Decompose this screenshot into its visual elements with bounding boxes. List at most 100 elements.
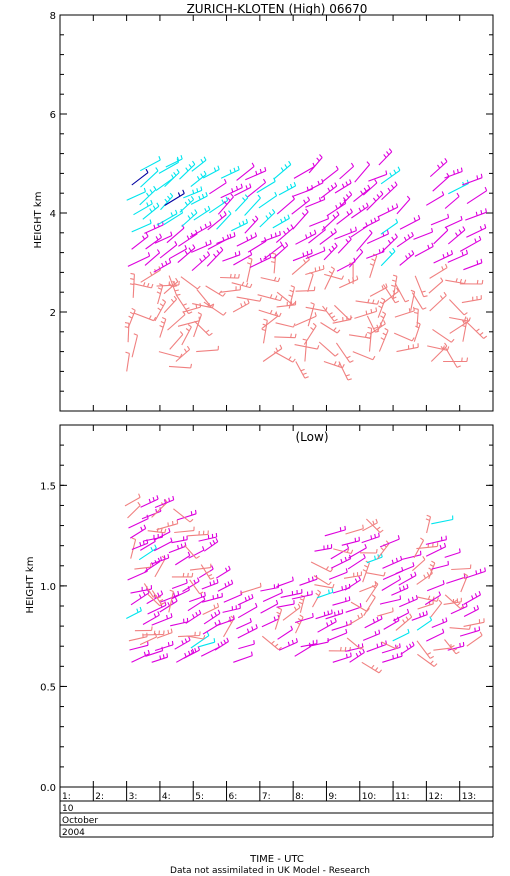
wind-barb-flag [227,197,231,202]
wind-barb [432,328,452,343]
wind-barb [140,170,159,188]
wind-barb-flag [475,211,478,216]
wind-barb-flag [439,295,444,300]
wind-barb-flag [246,628,250,633]
wind-barb-flag [358,207,362,212]
wind-barb-flag [318,197,322,202]
wind-barb [306,182,324,192]
wind-barb-flag [426,514,431,518]
wind-barb [153,531,171,541]
wind-barb-flag [471,595,474,600]
wind-barb-flag [456,365,461,368]
wind-barb-flag [187,215,191,220]
wind-barb [445,279,465,285]
wind-barb-flag [274,643,279,648]
wind-barb-flag [227,581,230,586]
wind-barb [129,644,149,651]
wind-barb-flag [384,327,389,331]
wind-barb-flag [205,329,210,333]
wind-barb [178,233,198,247]
wind-barb-flag [153,185,157,190]
wind-barb-flag [176,293,181,296]
high-y-tick-label: 2 [50,308,56,319]
wind-barb-flag [187,198,191,203]
wind-barb-flag [314,267,317,272]
wind-barb [238,643,255,650]
wind-barb [295,616,304,634]
wind-barb-flag [153,613,157,618]
wind-barb [187,599,206,612]
wind-barb [126,353,130,372]
wind-barb-flag [164,528,167,533]
wind-barb-flag [156,202,160,207]
wind-barb [396,198,411,215]
wind-barb [144,252,160,266]
wind-barb-flag [362,569,367,572]
wind-barb-flag [297,603,301,608]
wind-barb [209,182,227,195]
wind-barb [164,193,185,206]
wind-barb [201,582,219,590]
wind-barb [260,586,279,592]
wind-barb [223,618,235,638]
wind-barb [128,636,148,642]
wind-barb-flag [466,357,469,362]
wind-barb [236,165,255,181]
wind-barb [356,232,373,252]
wind-barb [393,612,409,622]
wind-barb-flag [298,601,303,605]
wind-barb-flag [229,169,232,174]
wind-barb [190,635,210,649]
wind-barb-flag [485,208,487,213]
wind-barb-flag [139,541,142,547]
wind-barb [444,551,461,558]
wind-barb-flag [369,263,374,266]
wind-barb [196,349,219,353]
wind-barb-flag [185,307,190,310]
wind-barb-flag [288,294,293,298]
wind-barb [131,172,149,186]
wind-barb [175,555,191,566]
wind-barb [430,217,449,226]
wind-barb-flag [205,192,208,197]
wind-barb-flag [478,626,481,631]
wind-barb [416,309,419,328]
wind-barb-flag [345,238,349,243]
wind-barb [359,584,377,593]
wind-barb-flag [209,581,212,586]
wind-barb-flag [246,262,252,265]
wind-barb [140,540,156,551]
wind-barb-flag [349,360,354,363]
wind-barb [447,253,468,263]
wind-barb-flag [166,614,169,620]
wind-barb [451,567,471,571]
wind-barb-flag [142,235,145,240]
wind-barb-flag [201,546,205,551]
wind-barb-flag [207,205,211,210]
wind-barb-flag [185,167,189,172]
wind-barb-flag [328,581,332,586]
wind-barb-flag [378,629,381,634]
wind-barb-flag [365,310,368,315]
wind-barb [364,618,383,629]
wind-barb [201,596,223,603]
wind-barb-flag [344,597,347,602]
wind-barb-flag [476,279,479,285]
wind-barb [466,227,487,238]
wind-barb-flag [171,640,174,645]
wind-barb [324,529,346,537]
time-axis-table: 1: 2: 3: 4: 5: 6: 7: 8: 9: 10: 11: 12: 13: 10 Octobe… [59,15,494,838]
wind-barb [330,547,349,560]
wind-barb [305,198,325,208]
wind-barb-flag [405,616,409,621]
wind-barb-flag [334,228,337,233]
wind-barb [236,296,261,302]
wind-barb-flag [302,252,305,257]
wind-barb-flag [164,198,168,203]
wind-barb [246,259,253,283]
wind-barb-flag [437,164,441,169]
wind-barb [378,151,393,166]
wind-barb [189,224,212,238]
wind-barb-flag [478,591,482,596]
wind-barb-flag [145,168,149,173]
